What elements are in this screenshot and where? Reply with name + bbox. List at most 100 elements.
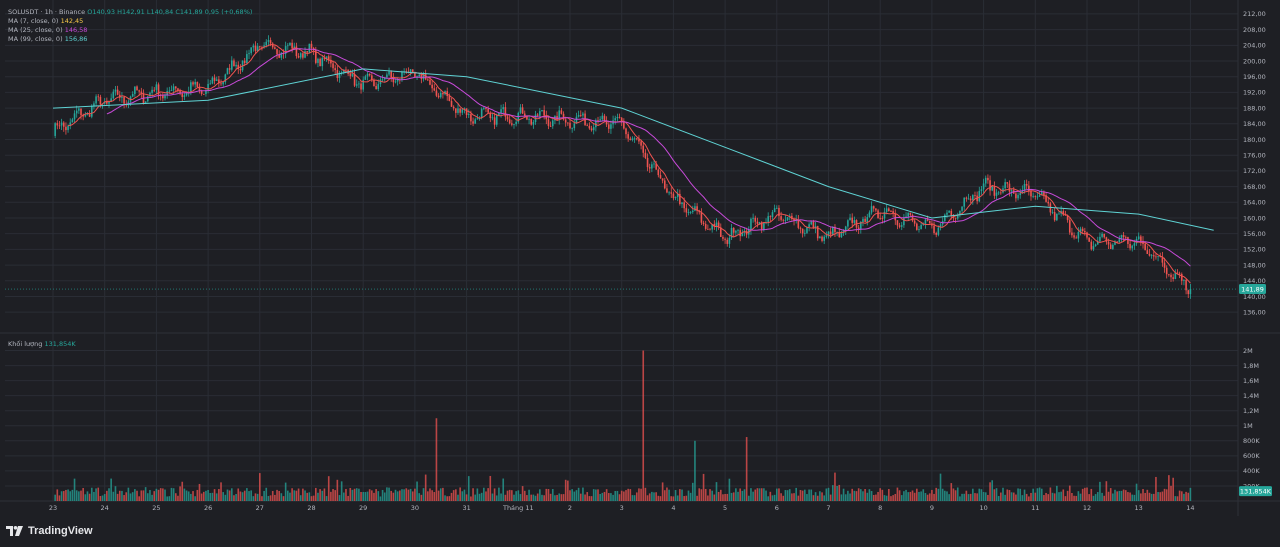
candle-body: [504, 107, 507, 117]
candle-body: [65, 126, 67, 131]
candle-body: [700, 212, 703, 223]
candle-body: [1062, 211, 1065, 215]
ohlc-low: L140,84: [146, 8, 174, 16]
indicator-ma99[interactable]: MA (99, close, 0) 156,86: [8, 35, 252, 44]
volume-bar: [364, 492, 367, 501]
candle-body: [956, 214, 959, 219]
time-tick-label: 4: [671, 504, 675, 512]
volume-bar: [883, 495, 886, 501]
candle-body: [84, 115, 87, 117]
volume-label: Khối lượng: [8, 340, 43, 348]
volume-bar: [289, 492, 291, 501]
volume-bar: [513, 494, 515, 501]
price-tick-label: 184,00: [1243, 120, 1266, 128]
volume-bar: [1049, 487, 1052, 501]
symbol-label[interactable]: SOLUSDT · 1h · Binance: [8, 8, 86, 16]
volume-bar: [500, 493, 502, 501]
candle-body: [946, 212, 948, 215]
volume-bar: [982, 491, 985, 501]
candle-body: [532, 122, 535, 125]
price-axis[interactable]: 212,00 208,00 204,00 200,00 196,00 192,00 188,…: [1243, 10, 1266, 316]
candle-body: [702, 222, 705, 224]
volume-bar: [1045, 492, 1047, 501]
volume-bar: [601, 492, 604, 501]
volume-bar: [502, 478, 505, 501]
volume-bar: [956, 487, 959, 501]
volume-bar: [780, 493, 782, 501]
price-tick-label: 192,00: [1243, 89, 1266, 97]
candle-body: [663, 180, 666, 189]
volume-bar: [457, 494, 459, 501]
candle-body: [648, 167, 651, 169]
volume-bar: [202, 491, 205, 501]
candle-body: [358, 83, 360, 85]
time-tick-label: 9: [930, 504, 934, 512]
candle-body: [414, 72, 416, 78]
volume-legend[interactable]: Khối lượng 131,854K: [8, 340, 76, 348]
candle-body: [722, 236, 724, 239]
volume-bar: [166, 496, 168, 501]
volume-bar: [534, 495, 537, 501]
volume-bar: [93, 491, 95, 501]
chart-legend: SOLUSDT · 1h · Binance O140,93 H142,91 L…: [8, 8, 252, 44]
volume-bar: [396, 491, 399, 501]
volume-bar: [101, 495, 104, 501]
candle-body: [885, 208, 888, 212]
candle-body: [422, 74, 425, 80]
indicator-ma7[interactable]: MA (7, close, 0) 142,45: [8, 17, 252, 26]
candle-body: [704, 223, 707, 229]
volume-bar: [508, 489, 511, 501]
candle-body: [799, 227, 802, 229]
volume-bar: [420, 494, 423, 501]
price-chart[interactable]: 212,00 208,00 204,00 200,00 196,00 192,00 188,…: [0, 0, 1280, 516]
volume-bar: [146, 493, 149, 501]
indicator-ma25[interactable]: MA (25, close, 0) 146,58: [8, 26, 252, 35]
volume-bar: [218, 488, 220, 501]
candle-body: [1148, 253, 1151, 256]
volume-bar: [338, 495, 341, 501]
volume-bar: [95, 488, 97, 501]
candle-body: [713, 224, 716, 227]
candle-body: [913, 220, 916, 224]
candle-body: [870, 206, 873, 213]
volume-bar: [125, 492, 128, 501]
candle-body: [502, 107, 505, 110]
volume-bar: [1094, 494, 1097, 501]
candle-body: [1028, 185, 1030, 191]
candle-body: [366, 73, 369, 77]
volume-bar: [1015, 494, 1017, 501]
candle-body: [226, 68, 229, 75]
candle-body: [168, 90, 171, 92]
volume-bar: [551, 489, 554, 501]
volume-bar: [284, 482, 287, 501]
candle-body: [1034, 196, 1037, 197]
volume-bar: [991, 480, 994, 501]
candle-body: [179, 90, 181, 94]
candle-body: [959, 210, 961, 215]
ohlc-high: H142,91: [117, 8, 145, 16]
candle-body: [338, 72, 341, 79]
volume-bar: [1183, 493, 1185, 501]
volume-bar: [442, 487, 444, 501]
volume-bar: [295, 490, 298, 501]
candle-body: [207, 83, 209, 90]
candle-body: [429, 79, 431, 85]
volume-bar: [821, 492, 823, 501]
volume-bar: [747, 495, 750, 501]
time-tick-label: 10: [979, 504, 987, 512]
volume-bar: [685, 495, 688, 501]
volume-bar: [487, 488, 489, 501]
volume-bar: [1099, 481, 1101, 501]
volume-bar: [278, 490, 280, 501]
time-axis[interactable]: 23 24 25 26 27 28 29 30 31 Tháng 11 2 3 4 5 6 7 8 9 10 11 12…: [49, 504, 1195, 512]
tradingview-logo[interactable]: TradingView: [6, 525, 93, 537]
volume-bar: [1088, 494, 1090, 501]
candle-body: [75, 110, 78, 114]
ma7-line: [68, 43, 1191, 284]
candle-body: [607, 124, 610, 129]
price-tick-label: 200,00: [1243, 57, 1266, 65]
candle-body: [1103, 233, 1106, 238]
volume-bar: [355, 488, 358, 501]
candle-body: [54, 123, 56, 136]
candle-body: [603, 115, 606, 121]
